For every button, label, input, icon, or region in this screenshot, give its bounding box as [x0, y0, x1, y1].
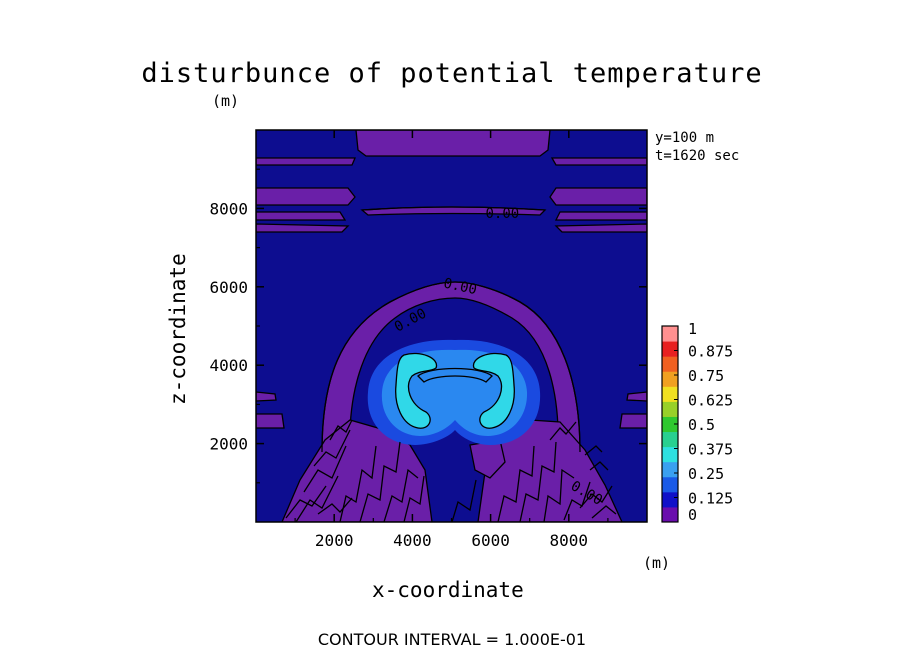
- left-band-1: [256, 187, 356, 206]
- center-arc: [417, 367, 493, 383]
- left-rotor: [395, 352, 438, 429]
- plot-field: [256, 130, 647, 522]
- x-axis: 2000 4000 6000 8000: [294, 130, 609, 550]
- y-tick-label: 6000: [209, 278, 248, 297]
- colorbar-swatch: [662, 371, 678, 387]
- warm-bubble: [367, 339, 541, 445]
- left-edge-notch-2: [256, 413, 285, 429]
- left-edge-notch: [256, 391, 277, 402]
- y-tick-label: 4000: [209, 356, 248, 375]
- y-axis: 2000 4000 6000 8000: [209, 168, 647, 484]
- colorbar-tick-label: 0.75: [688, 367, 724, 385]
- colorbar-swatch: [662, 446, 678, 463]
- upper-left-strip: [256, 157, 356, 166]
- top-band: [355, 130, 551, 157]
- colorbar-swatch: [662, 461, 678, 478]
- y-tick-label: 8000: [209, 199, 248, 218]
- colorbar-tick-label: 0.25: [688, 465, 724, 483]
- chart-title: disturbunce of potential temperature: [141, 58, 763, 89]
- x-axis-label: x-coordinate: [372, 578, 524, 602]
- colorbar-swatch: [662, 476, 678, 493]
- contour-label: 0.00: [442, 275, 478, 298]
- x-axis-unit: (m): [643, 554, 671, 572]
- colorbar-tick-label: 0.875: [688, 343, 733, 361]
- contour-interval-footer: CONTOUR INTERVAL = 1.000E-01: [317, 630, 587, 649]
- negative-regions: [256, 130, 647, 522]
- right-edge-notch-2: [619, 413, 647, 429]
- contour-0-mid: [361, 206, 546, 211]
- colorbar-tick-label: 0.625: [688, 392, 733, 410]
- info-y-position: y=100 m: [655, 130, 715, 146]
- x-tick-label: 4000: [393, 531, 432, 550]
- y-tick-label: 2000: [209, 435, 248, 454]
- colorbar-swatch: [662, 341, 678, 357]
- colorbar-swatch: [662, 386, 678, 402]
- x-tick-label: 8000: [550, 531, 589, 550]
- colorbar-swatch: [662, 491, 678, 508]
- right-band-1: [549, 187, 647, 206]
- right-band-2: [554, 211, 647, 221]
- left-band-3: [256, 223, 350, 233]
- right-edge-notch: [626, 391, 647, 402]
- colorbar-tick-label: 0.125: [688, 490, 733, 508]
- upper-right-strip: [550, 157, 647, 166]
- colorbar-swatch: [662, 356, 678, 372]
- colorbar-tick-label: 1: [688, 320, 697, 338]
- colorbar-swatch: [662, 506, 678, 523]
- wave-hatching: [285, 419, 617, 522]
- contour-label: 0.00: [485, 206, 519, 222]
- x-tick-label: 6000: [471, 531, 510, 550]
- colorbar-tick-label: 0: [688, 506, 697, 524]
- left-band-2: [256, 211, 347, 221]
- zero-contours: [321, 206, 581, 453]
- y-axis-unit: (m): [212, 92, 240, 110]
- colorbar-swatch: [662, 431, 678, 448]
- x-tick-label: 2000: [315, 531, 354, 550]
- right-rotor: [472, 352, 515, 429]
- contour-0-dome: [321, 281, 581, 453]
- colorbar-swatch: [662, 326, 678, 342]
- info-time: t=1620 sec: [655, 148, 740, 164]
- right-band-3: [554, 223, 647, 233]
- colorbar-swatch: [662, 401, 678, 417]
- colorbar-tick-label: 0.375: [688, 441, 733, 459]
- colorbar-tick-label: 0.5: [688, 416, 715, 434]
- colorbar-swatch: [662, 416, 678, 433]
